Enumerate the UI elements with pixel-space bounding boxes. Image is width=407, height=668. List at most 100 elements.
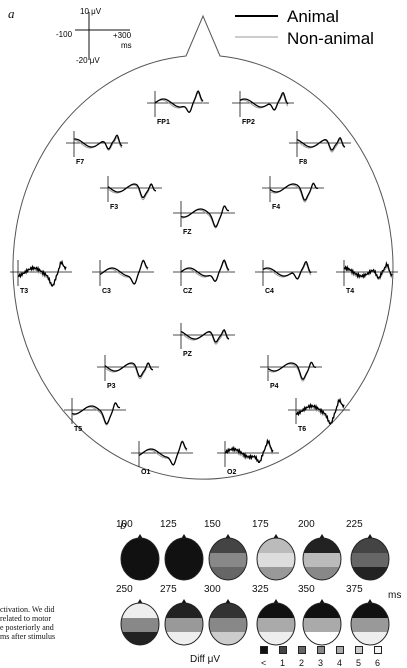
scale-top-label: 10 μV <box>80 7 102 16</box>
electrode-f3: F3 <box>100 176 162 211</box>
topo-head-map <box>302 533 342 581</box>
topo-time-label: 100 <box>116 519 133 530</box>
topo-time-label: 300 <box>204 584 221 595</box>
electrode-label: T4 <box>346 288 354 295</box>
scale-bottom-label: -20 μV <box>76 56 100 65</box>
animal-waveform <box>296 136 346 151</box>
electrode-label: FZ <box>183 229 192 236</box>
topo-time-label: 325 <box>252 584 269 595</box>
colorbar-label: 6 <box>375 658 381 668</box>
electrode-o2: O2 <box>217 438 279 476</box>
topo-head-map <box>256 598 296 646</box>
electrode-p4: P4 <box>260 355 322 390</box>
colorbar-label: 2 <box>299 658 305 668</box>
animal-waveform <box>267 361 317 380</box>
panel-b-letter: b <box>120 517 127 532</box>
non-animal-waveform <box>17 260 67 287</box>
topo-time-label: 350 <box>298 584 315 595</box>
animal-waveform <box>73 134 123 150</box>
topo-time-label: 250 <box>116 584 133 595</box>
topo-head-map <box>350 598 390 646</box>
electrode-label: O1 <box>141 469 150 476</box>
animal-waveform <box>154 90 204 114</box>
electrode-label: T3 <box>20 288 28 295</box>
electrode-label: T6 <box>298 426 306 433</box>
electrode-label: FP1 <box>157 119 170 126</box>
panel-a-letter: a <box>8 6 15 21</box>
electrode-label: F3 <box>110 204 118 211</box>
colorbar-label: 4 <box>337 658 343 668</box>
topo-head-map <box>120 533 160 581</box>
topo-head-map <box>208 533 248 581</box>
electrode-label: F7 <box>76 159 84 166</box>
colorbar-swatch <box>336 646 344 654</box>
electrode-label: O2 <box>227 469 236 476</box>
colorbar-swatch <box>374 646 382 654</box>
non-animal-waveform <box>267 361 317 382</box>
topo-head-map <box>208 598 248 646</box>
electrode-f7: F7 <box>66 131 128 166</box>
electrode-label: P4 <box>270 383 279 390</box>
electrode-fp2: FP2 <box>232 91 294 126</box>
colorbar-label: 5 <box>356 658 362 668</box>
animal-waveform <box>180 259 230 282</box>
animal-waveform <box>104 362 153 378</box>
body-text-line: related to motor <box>0 614 52 623</box>
topo-head-map <box>256 533 296 581</box>
electrode-c4: C4 <box>255 260 317 295</box>
scale-left-label: -100 <box>56 30 73 39</box>
legend-label-animal: Animal <box>287 7 339 26</box>
legend: Animal Non-animal <box>235 7 374 48</box>
animal-waveform <box>239 91 289 111</box>
non-animal-waveform <box>71 402 120 426</box>
electrode-t3: T3 <box>10 259 72 295</box>
animal-waveform <box>107 183 157 199</box>
animal-waveform <box>295 397 345 425</box>
electrode-cz: CZ <box>173 259 235 295</box>
animal-waveform <box>99 259 149 285</box>
animal-waveform <box>224 438 274 464</box>
electrode-f4: F4 <box>262 176 324 211</box>
electrode-label: F4 <box>272 204 280 211</box>
electrode-o1: O1 <box>131 440 193 476</box>
electrode-label: C4 <box>265 288 274 295</box>
colorbar-label: < <box>261 658 267 668</box>
electrode-label: CZ <box>183 288 193 295</box>
electrode-fp1: FP1 <box>147 90 209 126</box>
colorbar-swatch <box>317 646 325 654</box>
animal-waveform <box>262 260 312 280</box>
electrode-label: FP2 <box>242 119 255 126</box>
electrode-plots: FP1 FP2 F7 F8 F3 F4 FZ T3 C3 CZ C4 T4 PZ P3 P4 T5 T6 O1 O2 <box>10 90 398 476</box>
topo-head-map <box>120 598 160 646</box>
topo-time-label: 125 <box>160 519 177 530</box>
colorbar-label: 3 <box>318 658 324 668</box>
colorbar-title: Diff μV <box>190 654 221 665</box>
scale-bar: 10 μV -20 μV -100 +300 ms <box>56 7 132 65</box>
electrode-t4: T4 <box>336 260 398 295</box>
head-outline <box>12 14 394 480</box>
body-text-line: e posteriorly and <box>0 623 54 632</box>
colorbar-label: 1 <box>280 658 286 668</box>
topo-time-label: 175 <box>252 519 269 530</box>
body-text-line: ctivation. We did <box>0 605 55 614</box>
topo-time-label: 375 <box>346 584 363 595</box>
topo-head-map <box>164 533 204 581</box>
non-animal-waveform <box>269 182 319 203</box>
electrode-fz: FZ <box>173 201 235 236</box>
topo-time-label: 275 <box>160 584 177 595</box>
non-animal-waveform <box>295 398 345 425</box>
electrode-label: P3 <box>107 383 116 390</box>
body-text-line: ms after stimulus <box>0 632 56 641</box>
topo-head-map <box>350 533 390 581</box>
topo-head-map <box>164 598 204 646</box>
animal-waveform <box>138 440 188 466</box>
animal-waveform <box>180 329 230 343</box>
electrode-t5: T5 <box>64 398 126 433</box>
animal-waveform <box>71 402 121 425</box>
non-animal-waveform <box>180 205 230 229</box>
scale-right-label: +300 <box>113 31 132 40</box>
colorbar-swatch <box>355 646 363 654</box>
animal-waveform <box>343 261 393 280</box>
electrode-pz: PZ <box>173 323 235 358</box>
colorbar-swatch <box>279 646 287 654</box>
